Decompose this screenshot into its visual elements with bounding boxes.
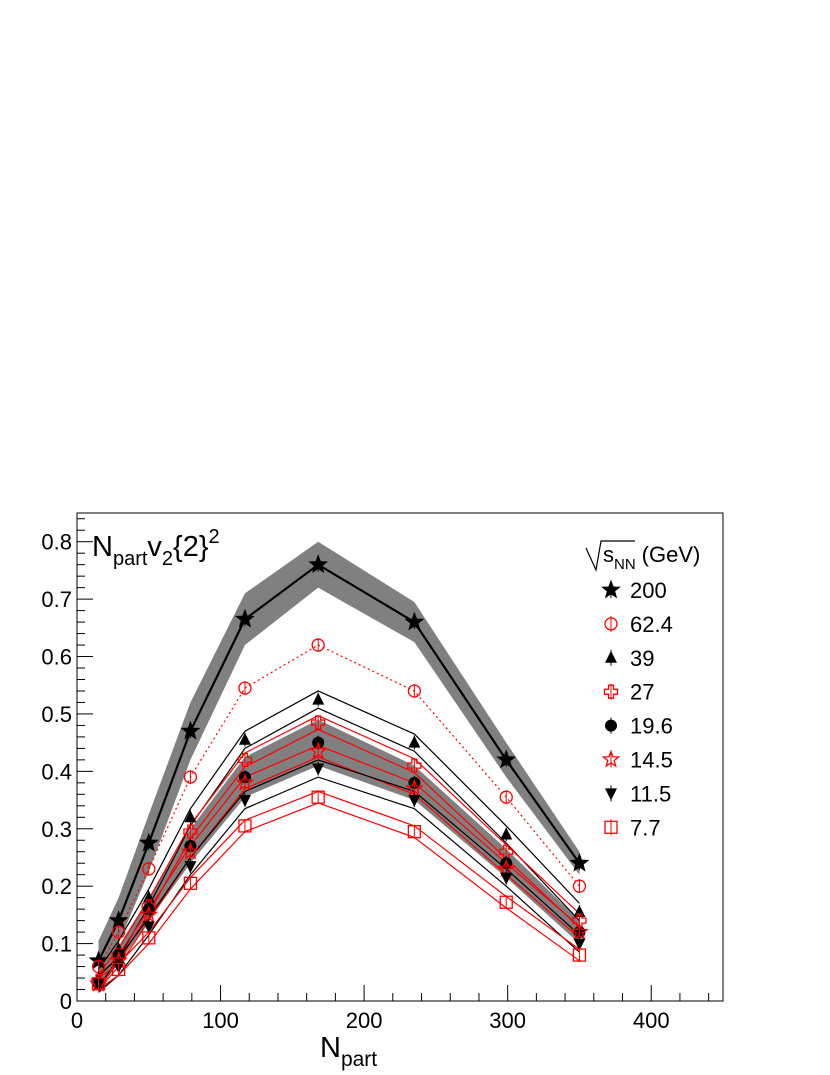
y-tick-label: 0.8 [41, 530, 72, 555]
y-tick-label: 0.7 [41, 587, 72, 612]
legend-label-27: 27 [630, 680, 654, 705]
plot-frame [76, 512, 724, 1002]
y-tick-label: 0.1 [41, 932, 72, 957]
y-tick-label: 0 [60, 989, 72, 1014]
legend-marker-200 [601, 579, 621, 599]
legend-marker-11.5 [605, 788, 617, 801]
legend-marker-14.5 [601, 749, 621, 768]
band-edge-39 [98, 690, 580, 970]
y-tick-label: 0.3 [41, 817, 72, 842]
point-200 [496, 749, 517, 769]
point-62.4 [111, 925, 126, 939]
series-markers [88, 554, 590, 992]
point-14.5 [181, 841, 200, 860]
legend-marker-27 [603, 684, 619, 699]
point-39 [408, 735, 421, 748]
x-tick-label: 0 [71, 1008, 83, 1033]
legend-label-39: 39 [630, 646, 654, 671]
point-27 [407, 758, 422, 773]
point-200 [108, 910, 129, 930]
point-39 [500, 827, 513, 840]
y-tick-label: 0.2 [41, 874, 72, 899]
point-14.5 [235, 772, 255, 791]
point-7.7 [183, 876, 198, 890]
x-tick-label: 400 [633, 1008, 670, 1033]
legend-title: sNN (GeV) [603, 542, 700, 573]
legend-label-7.7: 7.7 [630, 815, 661, 840]
legend-label-62.4: 62.4 [630, 612, 673, 637]
point-11.5 [142, 921, 155, 934]
point-7.7 [499, 895, 513, 909]
point-39 [184, 810, 197, 823]
legend-label-14.5: 14.5 [630, 748, 673, 773]
legend-label-19.6: 19.6 [630, 714, 673, 739]
point-7.7 [407, 824, 422, 839]
point-14.5 [139, 905, 159, 923]
legend-label-200: 200 [630, 578, 667, 603]
point-62.4 [407, 684, 422, 698]
legend: sNN (GeV) 200 62.4 39 27 19.6 14.5 11.5 7.7 [585, 540, 700, 840]
point-27 [311, 715, 326, 730]
point-200 [569, 852, 590, 872]
axis-ticks [76, 518, 710, 1002]
point-62.4 [572, 879, 587, 893]
markers-7.7 [91, 790, 587, 991]
y-tick-label: 0.4 [41, 759, 72, 784]
point-11.5 [573, 938, 586, 951]
point-14.5 [404, 778, 424, 797]
point-39 [238, 732, 251, 745]
point-39 [312, 692, 325, 705]
legend-label-11.5: 11.5 [630, 781, 671, 806]
point-7.7 [572, 948, 587, 962]
legend-marker-62.4 [604, 617, 618, 631]
point-200 [138, 832, 159, 852]
band-edge-11.5 [98, 776, 580, 993]
point-27 [237, 752, 253, 768]
point-200 [180, 720, 201, 740]
point-11.5 [500, 872, 513, 885]
point-7.7 [311, 790, 325, 804]
point-7.7 [91, 977, 106, 991]
legend-marker-19.6 [605, 719, 617, 732]
chart-title: Npartv2{2}2 [92, 526, 220, 570]
axis-tick-labels: 0 100 200 300 400 0 0.1 0.2 0.3 0.4 0.5 0.6 0.7 0.8 [41, 530, 669, 1033]
point-200 [308, 554, 329, 574]
point-200 [404, 611, 425, 631]
point-62.4 [142, 862, 156, 876]
point-14.5 [308, 741, 328, 760]
point-62.4 [183, 770, 198, 784]
legend-marker-7.7 [604, 820, 618, 834]
y-tick-label: 0.6 [41, 645, 72, 670]
legend-sqrt-symbol [585, 540, 635, 573]
point-11.5 [238, 795, 251, 808]
point-62.4 [499, 790, 513, 804]
band-200 [98, 541, 580, 981]
x-axis-label: Npart [320, 1032, 377, 1071]
x-tick-label: 300 [489, 1008, 526, 1033]
point-11.5 [312, 763, 325, 776]
x-tick-label: 100 [202, 1008, 239, 1033]
point-7.7 [111, 962, 126, 977]
point-14.5 [570, 922, 589, 941]
y-tick-label: 0.5 [41, 702, 72, 727]
band-edge-11.5 [98, 759, 580, 976]
x-tick-label: 200 [346, 1008, 383, 1033]
legend-marker-39 [605, 650, 617, 663]
point-7.7 [142, 931, 156, 945]
point-11.5 [408, 795, 421, 808]
point-11.5 [184, 861, 197, 874]
point-62.4 [238, 681, 252, 695]
point-62.4 [311, 638, 325, 652]
markers-62.4 [91, 638, 587, 974]
point-200 [235, 608, 255, 628]
point-7.7 [238, 819, 252, 833]
point-27 [183, 824, 198, 839]
